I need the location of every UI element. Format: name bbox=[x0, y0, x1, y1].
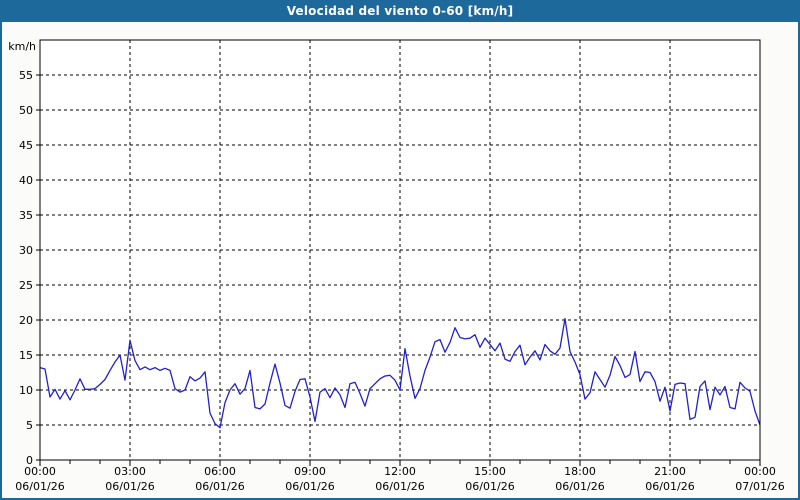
y-tick-label: 0 bbox=[26, 454, 33, 467]
x-tick-time-label: 12:00 bbox=[384, 465, 416, 478]
x-tick-date-label: 06/01/26 bbox=[555, 480, 604, 493]
y-tick-label: 20 bbox=[19, 314, 33, 327]
y-axis-unit-label: km/h bbox=[8, 40, 36, 53]
y-tick-label: 55 bbox=[19, 69, 33, 82]
y-tick-label: 45 bbox=[19, 139, 33, 152]
title-bar: Velocidad del viento 0-60 [km/h] bbox=[0, 0, 800, 22]
x-tick-date-label: 06/01/26 bbox=[465, 480, 514, 493]
x-tick-time-label: 15:00 bbox=[474, 465, 506, 478]
y-tick-label: 25 bbox=[19, 279, 33, 292]
x-tick-date-label: 06/01/26 bbox=[645, 480, 694, 493]
y-tick-label: 40 bbox=[19, 174, 33, 187]
x-tick-time-label: 21:00 bbox=[654, 465, 686, 478]
x-tick-time-label: 00:00 bbox=[744, 465, 776, 478]
x-tick-date-label: 06/01/26 bbox=[285, 480, 334, 493]
wind-speed-series bbox=[39, 317, 761, 429]
x-tick-time-label: 00:00 bbox=[24, 465, 56, 478]
y-tick-label: 15 bbox=[19, 349, 33, 362]
y-tick-label: 30 bbox=[19, 244, 33, 257]
x-tick-date-label: 06/01/26 bbox=[375, 480, 424, 493]
chart-title: Velocidad del viento 0-60 [km/h] bbox=[286, 4, 514, 18]
x-tick-date-label: 06/01/26 bbox=[15, 480, 64, 493]
x-tick-time-label: 06:00 bbox=[204, 465, 236, 478]
y-tick-label: 10 bbox=[19, 384, 33, 397]
y-tick-label: 5 bbox=[26, 419, 33, 432]
x-tick-date-label: 06/01/26 bbox=[195, 480, 244, 493]
y-tick-label: 35 bbox=[19, 209, 33, 222]
plot-border bbox=[39, 39, 761, 461]
x-tick-date-label: 06/01/26 bbox=[105, 480, 154, 493]
x-tick-date-label: 07/01/26 bbox=[735, 480, 784, 493]
x-tick-time-label: 09:00 bbox=[294, 465, 326, 478]
x-tick-time-label: 18:00 bbox=[564, 465, 596, 478]
x-tick-time-label: 03:00 bbox=[114, 465, 146, 478]
y-tick-label: 50 bbox=[19, 104, 33, 117]
